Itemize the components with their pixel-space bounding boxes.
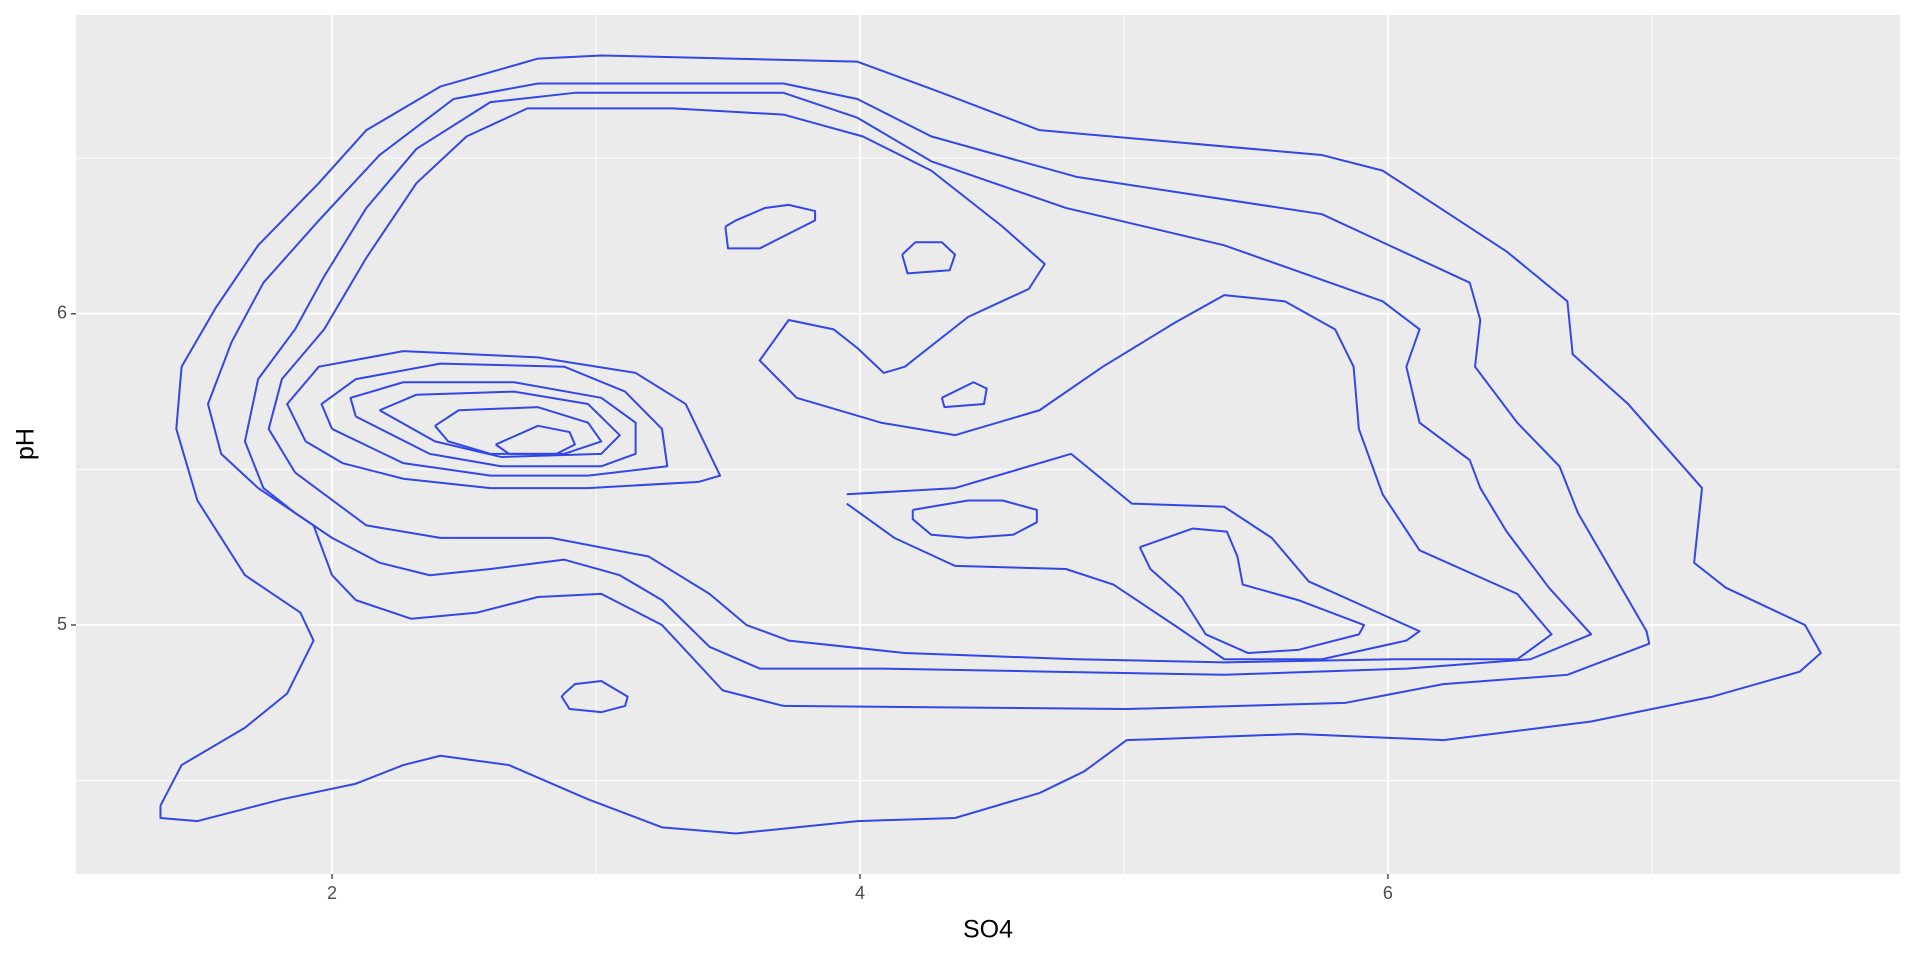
contour-line [940, 381, 988, 409]
contour-line [243, 91, 1593, 676]
contour-line [1138, 527, 1366, 655]
contour-line [379, 390, 621, 458]
grid [76, 15, 1900, 874]
contours [159, 54, 1822, 835]
x-axis-title: SO4 [963, 916, 1013, 944]
x-tick-label: 4 [855, 883, 865, 903]
x-tick-label: 2 [327, 883, 337, 903]
x-tick-label: 6 [1383, 883, 1393, 903]
contour-line [560, 680, 629, 714]
contour-line [495, 424, 576, 455]
contour-line [846, 452, 1421, 661]
contour-line [206, 82, 1651, 711]
contour-line [901, 241, 956, 275]
contour-line [724, 203, 817, 250]
contour-line [320, 362, 669, 477]
contour-line [434, 406, 603, 455]
contour-line [349, 381, 637, 468]
contour-line [267, 107, 1553, 664]
y-axis-title: pH [12, 428, 40, 460]
y-tick-label: 6 [57, 303, 67, 323]
plot-panel [76, 15, 1900, 874]
axes: 2 4 6 5 6 [57, 303, 1393, 903]
contour-line [286, 350, 722, 490]
contour-line [159, 54, 1822, 835]
y-tick-label: 5 [57, 614, 67, 634]
contour-line [911, 499, 1038, 539]
